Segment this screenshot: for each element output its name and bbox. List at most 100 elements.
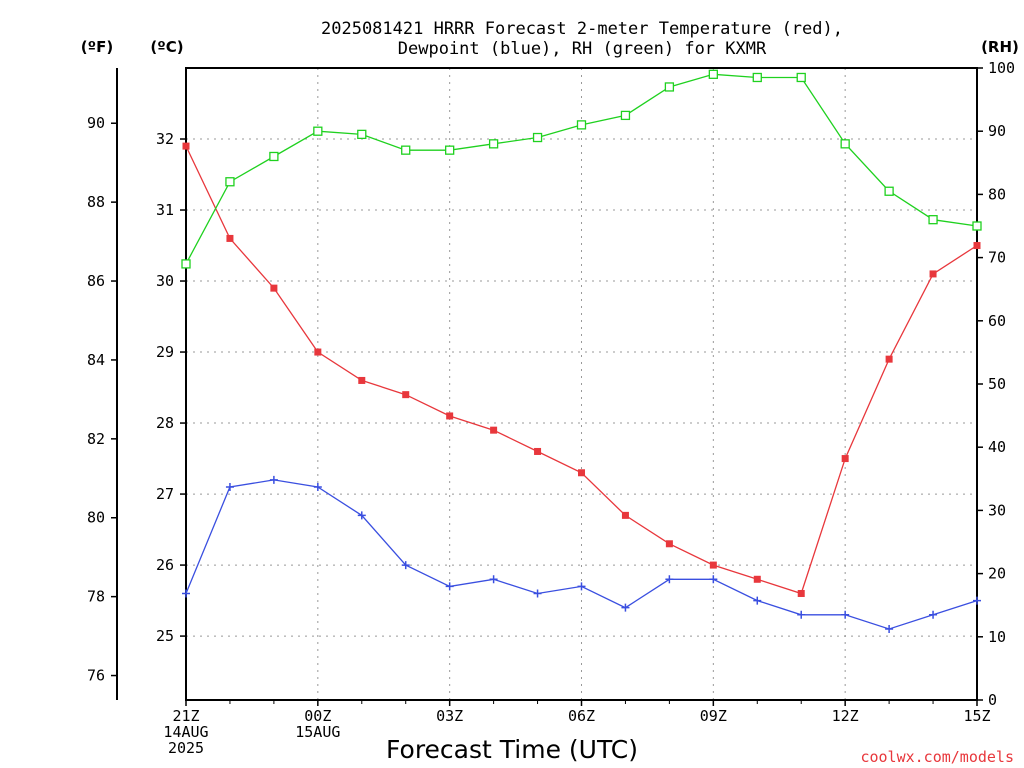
point-dewpoint — [885, 624, 894, 633]
point-rh — [620, 110, 631, 121]
chart-title-line2: Dewpoint (blue), RH (green) for KXMR — [398, 39, 767, 59]
celsius-tick-label: 29 — [156, 343, 174, 361]
point-dewpoint — [665, 575, 674, 584]
point-temperature — [973, 242, 981, 250]
point-dewpoint — [797, 610, 806, 619]
credit-text: coolwx.com/models — [860, 748, 1014, 766]
point-rh — [269, 151, 279, 162]
point-dewpoint — [621, 603, 630, 612]
point-rh — [884, 186, 894, 196]
celsius-tick-label: 32 — [156, 130, 174, 148]
fahrenheit-unit-label: (ºF) — [81, 38, 113, 56]
point-rh — [796, 72, 806, 83]
x-tick-label: 14AUG — [163, 723, 208, 741]
axis-ticks: 25 26 27 28 29 30 31 32 76 78 80 82 84 86 88 90 0 10 20 30 4… — [87, 59, 1015, 757]
point-temperature — [182, 142, 190, 150]
point-dewpoint — [973, 596, 981, 605]
rh-tick-label: 30 — [988, 501, 1006, 519]
point-dewpoint — [182, 589, 190, 598]
point-rh — [928, 215, 938, 225]
point-rh — [532, 132, 543, 143]
celsius-unit-label: (ºC) — [150, 38, 183, 56]
point-temperature — [358, 376, 366, 384]
point-dewpoint — [929, 610, 938, 619]
celsius-tick-label: 31 — [156, 201, 174, 219]
fahrenheit-tick-label: 76 — [87, 667, 105, 685]
point-dewpoint — [269, 475, 278, 484]
x-tick-label: 2025 — [168, 739, 204, 757]
celsius-tick-label: 25 — [156, 627, 174, 645]
chart-title-line1: 2025081421 HRRR Forecast 2-meter Tempera… — [321, 19, 843, 39]
point-rh — [445, 145, 455, 155]
point-temperature — [929, 270, 937, 278]
point-rh — [313, 126, 323, 136]
point-rh — [225, 177, 235, 187]
point-temperature — [534, 447, 542, 455]
data-series — [181, 69, 982, 633]
celsius-tick-label: 30 — [156, 272, 174, 290]
point-rh — [752, 72, 762, 83]
x-tick-label: 00Z — [304, 707, 331, 725]
x-tick-label: 03Z — [436, 707, 463, 725]
point-dewpoint — [489, 575, 498, 584]
rh-tick-label: 60 — [988, 312, 1006, 330]
rh-tick-label: 10 — [988, 628, 1006, 646]
fahrenheit-tick-label: 88 — [87, 193, 105, 211]
point-temperature — [621, 511, 629, 519]
point-temperature — [665, 540, 673, 548]
rh-tick-label: 100 — [988, 59, 1015, 77]
point-rh — [840, 139, 850, 149]
point-dewpoint — [313, 482, 322, 491]
point-dewpoint — [841, 610, 850, 619]
rh-unit-label: (RH) — [981, 38, 1019, 56]
point-rh — [576, 120, 587, 130]
point-temperature — [797, 589, 805, 597]
point-rh — [357, 129, 367, 140]
point-temperature — [578, 469, 585, 477]
rh-tick-label: 80 — [988, 185, 1006, 203]
point-dewpoint — [753, 596, 762, 605]
point-dewpoint — [709, 575, 718, 584]
point-rh — [488, 139, 499, 149]
x-tick-label: 12Z — [832, 707, 859, 725]
series-rh — [181, 69, 982, 269]
point-rh — [401, 145, 411, 155]
point-dewpoint — [225, 482, 234, 491]
point-temperature — [753, 575, 761, 583]
rh-tick-label: 20 — [988, 565, 1006, 583]
point-temperature — [270, 284, 278, 292]
fahrenheit-tick-label: 82 — [87, 430, 105, 448]
x-axis-label: Forecast Time (UTC) — [386, 735, 638, 764]
point-temperature — [226, 234, 234, 242]
point-rh — [972, 221, 982, 231]
point-temperature — [885, 355, 893, 363]
x-tick-label: 21Z — [172, 707, 199, 725]
point-temperature — [314, 348, 322, 356]
point-dewpoint — [577, 582, 586, 591]
x-tick-label: 06Z — [568, 707, 595, 725]
series-temperature — [182, 142, 981, 597]
series-line-rh — [185, 73, 978, 265]
rh-tick-label: 40 — [988, 438, 1006, 456]
point-rh — [708, 69, 718, 79]
rh-tick-label: 0 — [988, 691, 997, 709]
point-temperature — [490, 426, 498, 434]
point-temperature — [709, 561, 717, 569]
fahrenheit-tick-label: 90 — [87, 114, 105, 132]
rh-tick-label: 70 — [988, 249, 1006, 267]
point-rh — [664, 82, 675, 92]
celsius-tick-label: 27 — [156, 485, 174, 503]
point-dewpoint — [445, 582, 454, 591]
point-temperature — [446, 412, 454, 420]
series-dewpoint — [182, 475, 981, 633]
celsius-tick-label: 28 — [156, 414, 174, 432]
point-rh — [181, 259, 191, 269]
point-dewpoint — [357, 511, 366, 520]
rh-tick-label: 50 — [988, 375, 1006, 393]
fahrenheit-tick-label: 86 — [87, 272, 105, 290]
fahrenheit-tick-label: 84 — [87, 351, 105, 369]
x-tick-label: 09Z — [700, 707, 727, 725]
point-temperature — [402, 391, 410, 399]
point-dewpoint — [401, 561, 410, 570]
